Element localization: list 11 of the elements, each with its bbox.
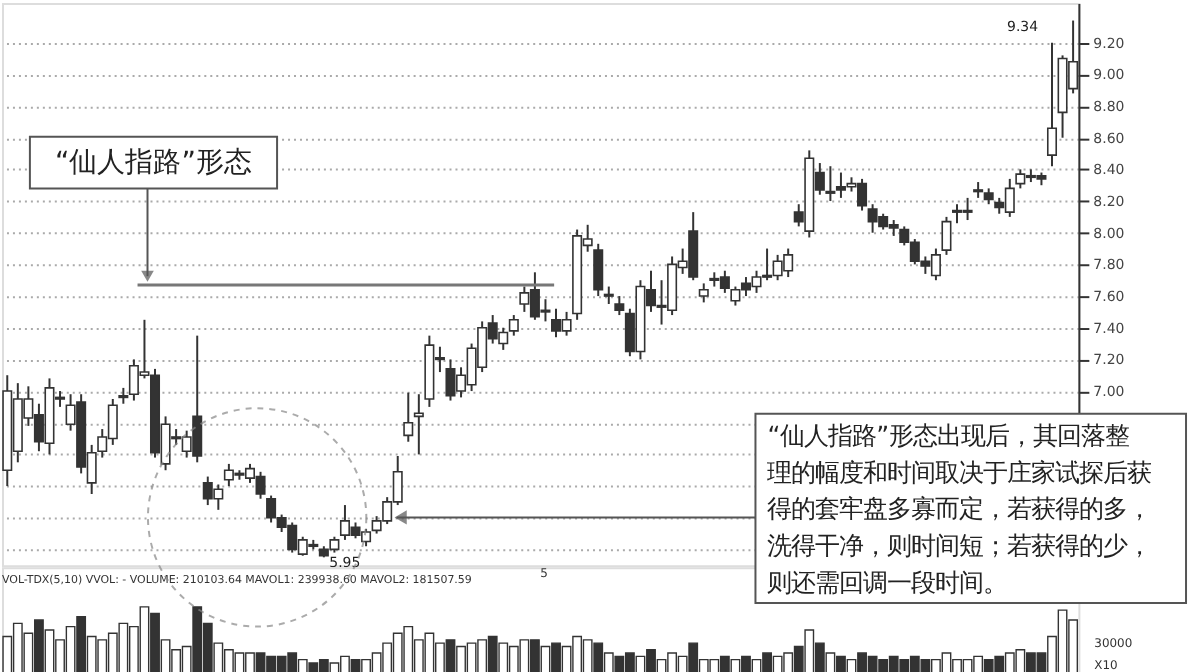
- annotation: “仙人指路”形态: [55, 146, 252, 179]
- candlestick: [403, 391, 414, 443]
- candlestick: [698, 282, 709, 304]
- candlestick: [508, 314, 519, 337]
- annotation: “仙人指路”形态出现后，其回落整理的幅度和时间取决于庄家试探后获得的套牢盘多寡而定，若获得的多，洗得干净，则时间短；若获得的少，则还需回调一段时间。: [767, 419, 1152, 598]
- candlestick: [614, 295, 625, 317]
- candlestick: [1046, 41, 1058, 168]
- candlestick: [413, 393, 424, 456]
- candlestick: [941, 215, 952, 256]
- candlestick: [593, 242, 604, 298]
- candlestick: [825, 165, 836, 203]
